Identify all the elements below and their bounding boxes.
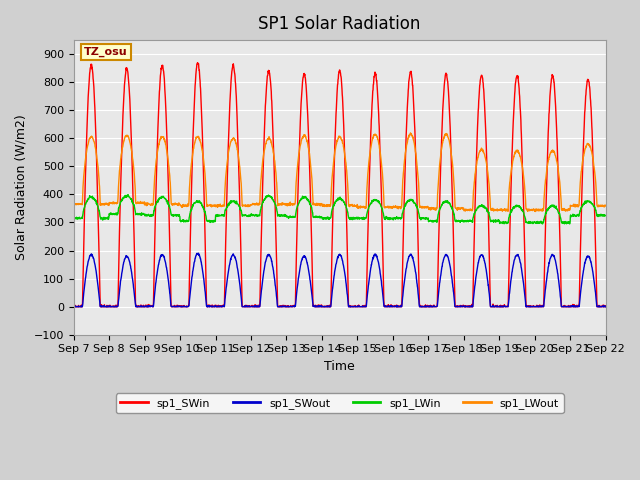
Line: sp1_SWout: sp1_SWout [74, 253, 605, 307]
sp1_LWout [406, 130, 414, 136]
sp1_SWin [355, 303, 363, 309]
sp1_LWout [556, 174, 563, 180]
sp1_LWout [532, 209, 540, 215]
Line: sp1_LWin: sp1_LWin [74, 195, 605, 224]
sp1_LWout [570, 201, 578, 207]
sp1_LWin [367, 201, 374, 207]
sp1_LWin [566, 221, 573, 227]
sp1_SWin [70, 303, 77, 309]
sp1_SWout [70, 304, 77, 310]
sp1_LWin [70, 215, 77, 221]
sp1_LWout [602, 203, 609, 208]
Line: sp1_SWin: sp1_SWin [74, 63, 605, 307]
Y-axis label: Solar Radiation (W/m2): Solar Radiation (W/m2) [15, 115, 28, 260]
sp1_LWin [555, 210, 563, 216]
sp1_LWin [218, 213, 226, 218]
Title: SP1 Solar Radiation: SP1 Solar Radiation [259, 15, 421, 33]
Line: sp1_LWout: sp1_LWout [74, 133, 605, 212]
sp1_LWin [355, 216, 363, 222]
sp1_LWin [602, 213, 609, 218]
sp1_LWout [355, 205, 363, 211]
sp1_SWin [602, 304, 609, 310]
sp1_LWout [494, 207, 502, 213]
sp1_SWin [570, 304, 578, 310]
sp1_LWout [218, 203, 226, 209]
sp1_SWout [495, 304, 502, 310]
Text: TZ_osu: TZ_osu [84, 47, 128, 57]
sp1_SWin [70, 304, 77, 310]
sp1_SWout [355, 303, 363, 309]
sp1_SWout [195, 250, 202, 256]
sp1_SWout [570, 304, 578, 310]
Legend: sp1_SWin, sp1_SWout, sp1_LWin, sp1_LWout: sp1_SWin, sp1_SWout, sp1_LWin, sp1_LWout [116, 393, 563, 413]
sp1_SWout [70, 303, 77, 309]
X-axis label: Time: Time [324, 360, 355, 373]
sp1_SWin [194, 60, 202, 66]
sp1_SWout [367, 264, 374, 270]
sp1_LWout [70, 201, 77, 207]
sp1_LWin [125, 192, 132, 198]
sp1_SWin [219, 304, 227, 310]
sp1_LWout [367, 148, 374, 154]
sp1_SWout [556, 281, 563, 287]
sp1_SWin [367, 130, 374, 135]
sp1_SWin [556, 203, 563, 209]
sp1_SWout [602, 304, 609, 310]
sp1_LWin [494, 217, 502, 223]
sp1_SWout [219, 304, 227, 310]
sp1_SWin [495, 304, 502, 310]
sp1_LWin [570, 213, 578, 218]
